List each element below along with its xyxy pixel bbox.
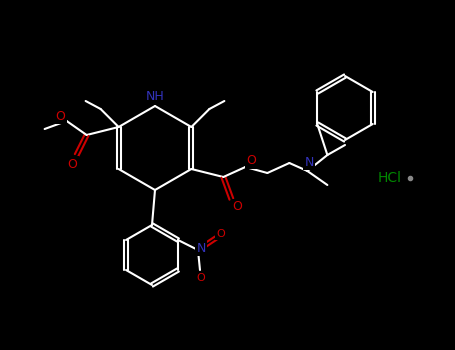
Text: O: O <box>197 273 205 283</box>
Text: N: N <box>305 155 314 168</box>
Text: HCl: HCl <box>378 171 402 185</box>
Text: O: O <box>56 110 66 122</box>
Text: NH: NH <box>146 90 164 103</box>
Text: N: N <box>196 241 206 254</box>
Text: O: O <box>233 201 243 214</box>
Text: O: O <box>68 158 77 170</box>
Text: O: O <box>217 229 225 239</box>
Text: O: O <box>247 154 256 168</box>
